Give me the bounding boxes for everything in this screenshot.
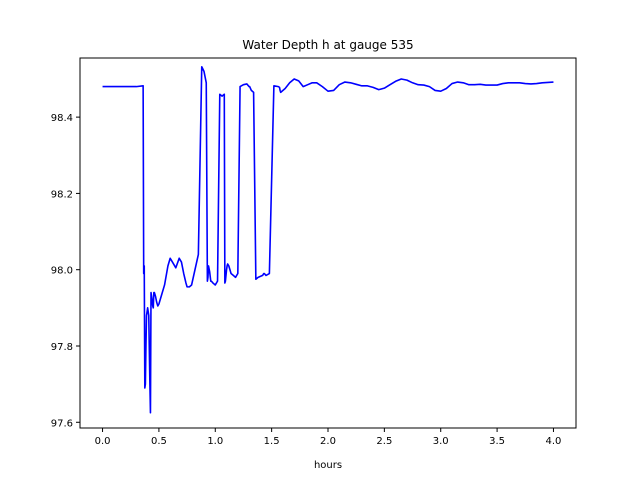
plot-area: [79, 57, 577, 429]
x-tick-label: 1.5: [264, 436, 280, 447]
water-depth-line: [102, 65, 554, 414]
x-tick-label: 1.0: [207, 436, 223, 447]
y-tick-label: 97.8: [51, 342, 73, 353]
x-tick-label: 3.5: [489, 436, 505, 447]
series-layer: [102, 65, 554, 414]
y-tick-label: 98.2: [51, 189, 73, 200]
x-axis: 0.0 0.5 1.0 1.5 2.0 2.5 3.0 3.5 4.0: [95, 428, 562, 447]
y-tick-label: 98.4: [51, 113, 73, 124]
x-tick-label: 2.0: [320, 436, 336, 447]
y-tick-label: 97.6: [51, 418, 73, 429]
y-axis: 97.6 97.8 98.0 98.2 98.4: [51, 113, 80, 429]
x-axis-label: hours: [314, 460, 342, 471]
x-tick-label: 4.0: [546, 436, 562, 447]
x-tick-label: 3.0: [433, 436, 449, 447]
y-tick-label: 98.0: [51, 266, 73, 277]
x-tick-label: 0.0: [95, 436, 111, 447]
x-tick-label: 2.5: [376, 436, 392, 447]
x-tick-label: 0.5: [151, 436, 167, 447]
chart-title: Water Depth h at gauge 535: [242, 38, 413, 52]
axes-frame: [79, 57, 577, 429]
